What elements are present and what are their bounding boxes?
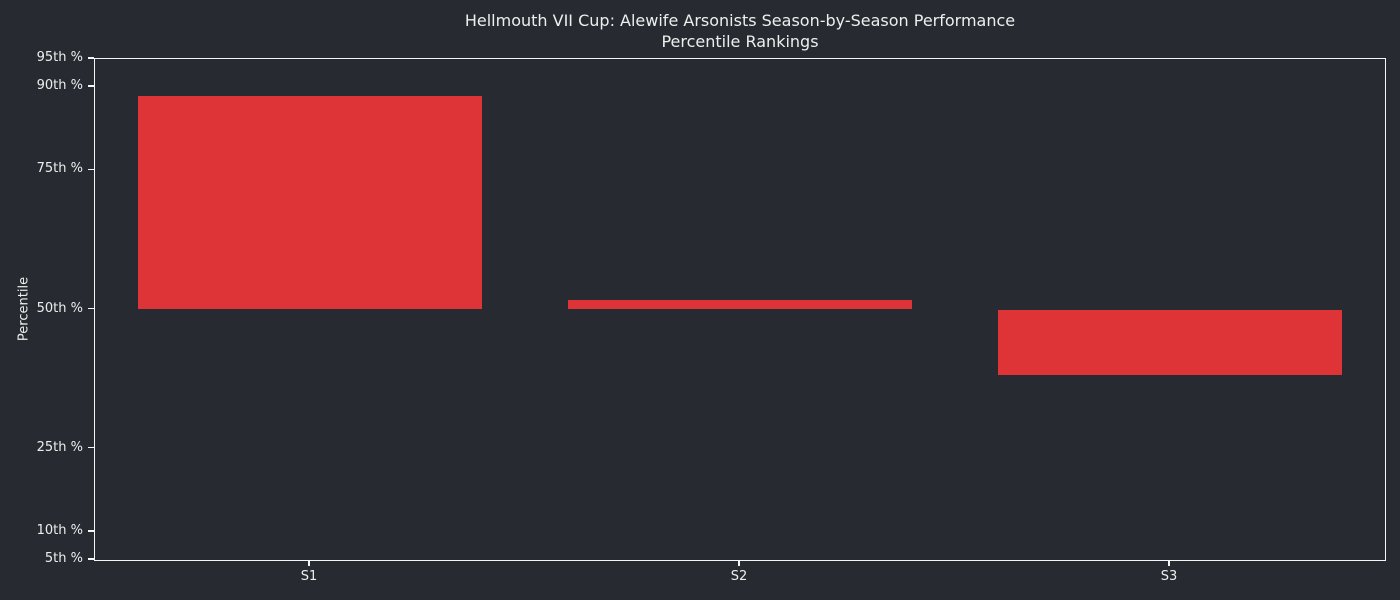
x-tick-label-s2: S2 [730, 569, 748, 584]
bar-s2 [568, 300, 912, 310]
y-tick-75 [88, 168, 94, 171]
bar-s1 [138, 95, 482, 310]
y-tick-label-95: 95th % [36, 50, 83, 65]
y-tick-5 [88, 558, 94, 560]
y-tick-50 [88, 307, 94, 310]
x-tick-s3 [1168, 560, 1170, 566]
y-tick-95 [88, 57, 94, 59]
plot-area [94, 58, 1386, 561]
y-tick-90 [88, 85, 94, 87]
y-tick-label-90: 90th % [36, 77, 83, 93]
x-tick-s1 [308, 560, 310, 566]
chart-title: Hellmouth VII Cup: Alewife Arsonists Sea… [94, 10, 1386, 52]
chart-title-line1: Hellmouth VII Cup: Alewife Arsonists Sea… [464, 11, 1016, 30]
y-tick-label-25: 25th % [36, 439, 83, 455]
y-tick-10 [88, 530, 94, 532]
y-tick-label-75: 75th % [36, 161, 83, 177]
chart-title-line2: Percentile Rankings [661, 32, 819, 51]
bar-s3 [998, 309, 1342, 375]
x-tick-label-s3: S3 [1160, 569, 1178, 584]
x-tick-s2 [738, 560, 740, 566]
y-tick-label-50: 50th % [36, 300, 83, 316]
y-tick-25 [88, 446, 94, 449]
y-tick-label-5: 5th % [44, 551, 83, 566]
y-tick-label-10: 10th % [36, 523, 83, 539]
x-tick-label-s1: S1 [300, 569, 318, 584]
